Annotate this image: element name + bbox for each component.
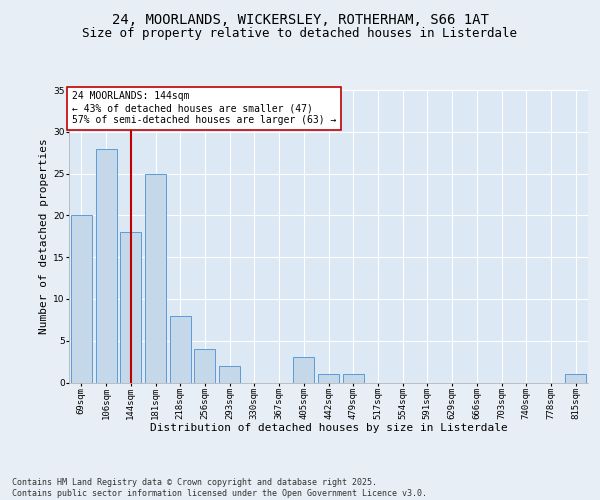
Bar [343,374,364,382]
Text: Contains HM Land Registry data © Crown copyright and database right 2025.
Contai: Contains HM Land Registry data © Crown c… [12,478,427,498]
Text: 24, MOORLANDS, WICKERSLEY, ROTHERHAM, S66 1AT: 24, MOORLANDS, WICKERSLEY, ROTHERHAM, S6… [112,12,488,26]
Bar [170,316,191,382]
Bar [194,349,215,382]
Y-axis label: Number of detached properties: Number of detached properties [39,138,49,334]
Bar [71,216,92,382]
Bar [120,232,141,382]
Text: 24 MOORLANDS: 144sqm
← 43% of detached houses are smaller (47)
57% of semi-detac: 24 MOORLANDS: 144sqm ← 43% of detached h… [71,92,336,124]
Bar [219,366,240,382]
Bar [145,174,166,382]
Text: Size of property relative to detached houses in Listerdale: Size of property relative to detached ho… [83,28,517,40]
Bar [565,374,586,382]
X-axis label: Distribution of detached houses by size in Listerdale: Distribution of detached houses by size … [149,423,508,433]
Bar [293,358,314,382]
Bar [318,374,339,382]
Bar [95,148,116,382]
